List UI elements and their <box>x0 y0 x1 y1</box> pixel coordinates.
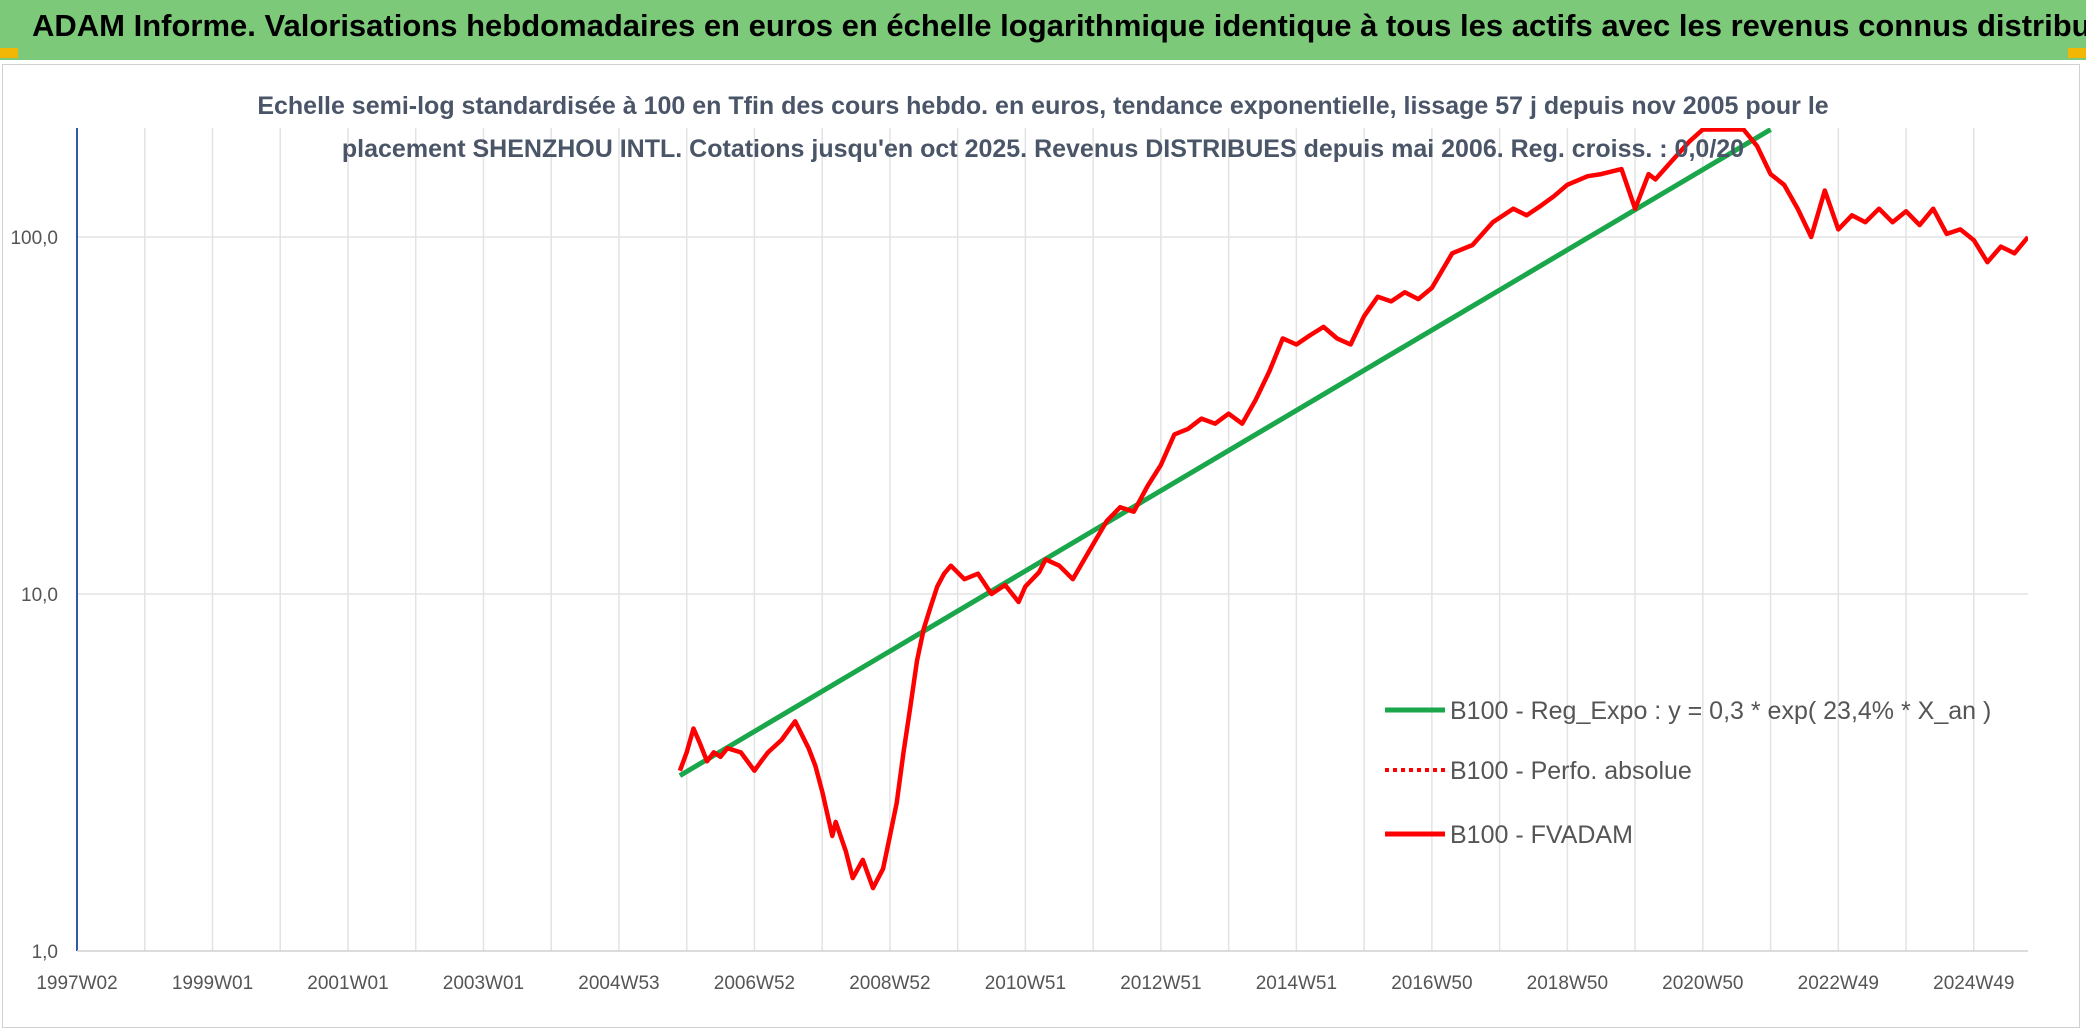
legend: B100 - Reg_Expo : y = 0,3 * exp( 23,4% *… <box>1385 697 1991 849</box>
legend-label-regression: B100 - Reg_Expo : y = 0,3 * exp( 23,4% *… <box>1450 697 1991 725</box>
x-tick-label: 2006W52 <box>714 973 795 994</box>
page-title: ADAM Informe. Valorisations hebdomadaire… <box>32 8 2086 43</box>
chart-subtitle-line-2: placement SHENZHOU INTL. Cotations jusqu… <box>342 135 1744 163</box>
y-tick-label: 100,0 <box>10 228 58 249</box>
y-tick-label: 10,0 <box>21 585 58 606</box>
x-tick-label: 2018W50 <box>1527 973 1608 994</box>
grid-layer <box>77 128 2028 951</box>
legend-label-fvadam: B100 - FVADAM <box>1450 821 1633 849</box>
legend-label-perfo: B100 - Perfo. absolue <box>1450 757 1692 785</box>
x-tick-label: 2016W50 <box>1391 973 1472 994</box>
series-regression-line <box>678 128 1772 778</box>
x-tick-label: 1997W02 <box>36 973 117 994</box>
series-layer <box>677 128 2028 891</box>
corner-marker-right <box>2068 48 2086 58</box>
x-tick-label: 2014W51 <box>1256 973 1337 994</box>
corner-marker-left <box>0 48 18 58</box>
tick-labels: 1,0 10,0 100,0 1997W02 1999W01 2001W01 2003W01… <box>10 228 2014 994</box>
x-tick-label: 2008W52 <box>849 973 930 994</box>
chart-subtitle-line-1: Echelle semi-log standardisée à 100 en T… <box>257 92 1828 120</box>
title-banner: ADAM Informe. Valorisations hebdomadaire… <box>0 0 2086 60</box>
x-tick-label: 2010W51 <box>985 973 1066 994</box>
x-tick-label: 2020W50 <box>1662 973 1743 994</box>
x-tick-label: 2012W51 <box>1120 973 1201 994</box>
x-tick-label: 2004W53 <box>578 973 659 994</box>
y-tick-label: 1,0 <box>32 942 58 963</box>
x-tick-label: 2024W49 <box>1933 973 2014 994</box>
x-tick-label: 2022W49 <box>1798 973 1879 994</box>
chart-frame <box>2 64 2080 1028</box>
series-fvadam-line <box>677 128 2028 891</box>
x-tick-label: 2003W01 <box>443 973 524 994</box>
x-tick-label: 1999W01 <box>172 973 253 994</box>
x-tick-label: 2001W01 <box>307 973 388 994</box>
